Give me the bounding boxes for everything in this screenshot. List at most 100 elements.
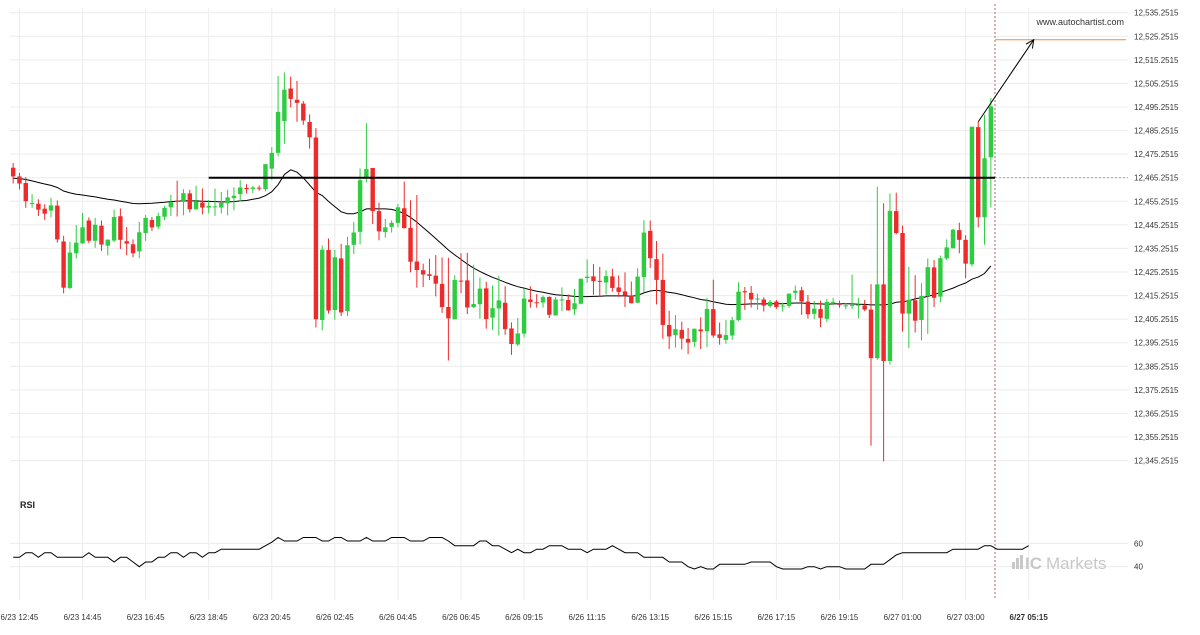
candle (231, 187, 237, 211)
candle (723, 319, 729, 344)
candle (767, 299, 773, 308)
time-tick-label: 6/27 03:00 (947, 613, 985, 622)
candle-body (742, 291, 748, 293)
candle-body (465, 280, 470, 308)
candle (566, 294, 571, 311)
candle-body (99, 225, 104, 245)
candle-body (717, 334, 722, 338)
candle-body (275, 111, 281, 153)
candle (250, 186, 256, 193)
time-tick-label: 6/27 01:00 (884, 613, 922, 622)
candle-body (578, 278, 584, 304)
candle (540, 295, 546, 308)
candle-body (629, 295, 634, 304)
candle-body (900, 232, 905, 314)
candle-body (294, 99, 300, 103)
candle (219, 191, 224, 214)
candle-body (137, 232, 142, 252)
candle-body (648, 230, 653, 259)
candle (61, 235, 66, 294)
time-tick-label: 6/26 11:15 (569, 613, 607, 622)
candle-body (269, 152, 274, 169)
candle (887, 193, 893, 365)
time-tick-label: 6/26 15:15 (694, 613, 732, 622)
brand-name-text: Markets (1046, 554, 1106, 573)
candle-body (174, 200, 180, 202)
candle-body (919, 295, 924, 320)
time-tick-label: 6/26 02:45 (316, 613, 354, 622)
candle-body (692, 328, 697, 342)
candle-body (528, 299, 533, 303)
levels-layer (208, 38, 1128, 179)
time-tick-label: 6/26 06:45 (442, 613, 480, 622)
brand-bar-icon (1020, 555, 1023, 569)
candle (402, 181, 407, 229)
candle (812, 300, 817, 320)
candle-body (666, 324, 672, 337)
candle (301, 100, 306, 125)
candle (74, 224, 79, 259)
candle-body (856, 304, 861, 306)
candle (685, 327, 691, 355)
candle (957, 222, 962, 254)
candle (875, 186, 880, 360)
candle (130, 239, 136, 258)
candle-body (534, 302, 539, 304)
candle-body (402, 208, 407, 229)
candle (830, 297, 836, 306)
candle-body (395, 207, 401, 223)
candle (282, 72, 287, 144)
candle (622, 272, 628, 308)
candle (99, 220, 104, 251)
candle (547, 296, 552, 319)
candle (673, 315, 678, 348)
projection-arrow-line (977, 39, 1035, 123)
candle-body (10, 167, 16, 177)
candle (67, 241, 73, 290)
price-tick-label: 12,345.2515 (1134, 457, 1179, 466)
brand-bar-icon (1012, 562, 1015, 569)
candle (780, 302, 785, 312)
candle-body (42, 208, 47, 214)
candle-body (263, 164, 268, 190)
candle (597, 266, 602, 298)
candle (666, 310, 672, 349)
candle (200, 188, 205, 215)
candle-body (282, 89, 287, 122)
candle-body (812, 308, 817, 314)
candle-body (357, 180, 363, 232)
candle (868, 284, 874, 446)
candle-body (982, 158, 987, 218)
moving-average-line (13, 169, 992, 306)
candle (238, 180, 243, 202)
candle-body (250, 187, 256, 189)
price-tick-label: 12,385.2515 (1134, 362, 1179, 371)
candle (156, 212, 161, 229)
candle-body (635, 276, 640, 303)
candle (629, 281, 634, 304)
candle-body (225, 197, 230, 204)
candle-body (238, 187, 243, 195)
candle-body (931, 267, 937, 298)
candle-body (288, 88, 293, 99)
time-tick-label: 6/23 20:45 (253, 613, 291, 622)
candle (856, 298, 861, 319)
candle (641, 220, 647, 293)
price-tick-label: 12,515.2515 (1134, 56, 1179, 65)
price-tick-label: 12,375.2515 (1134, 386, 1179, 395)
brand-ic-text: IC (1025, 554, 1042, 573)
candle (357, 168, 363, 245)
candle-body (862, 305, 867, 310)
candle-body (868, 309, 874, 359)
candle (420, 263, 426, 287)
candle-body (881, 284, 886, 361)
candle-body (389, 222, 394, 227)
candle-body (843, 305, 848, 307)
candle (427, 258, 432, 281)
candle (29, 194, 35, 208)
watermark-text[interactable]: www.autochartist.com (1035, 17, 1124, 27)
candle (704, 297, 710, 348)
candle-body (256, 187, 262, 189)
candle-body (307, 121, 312, 138)
candle (376, 202, 382, 241)
